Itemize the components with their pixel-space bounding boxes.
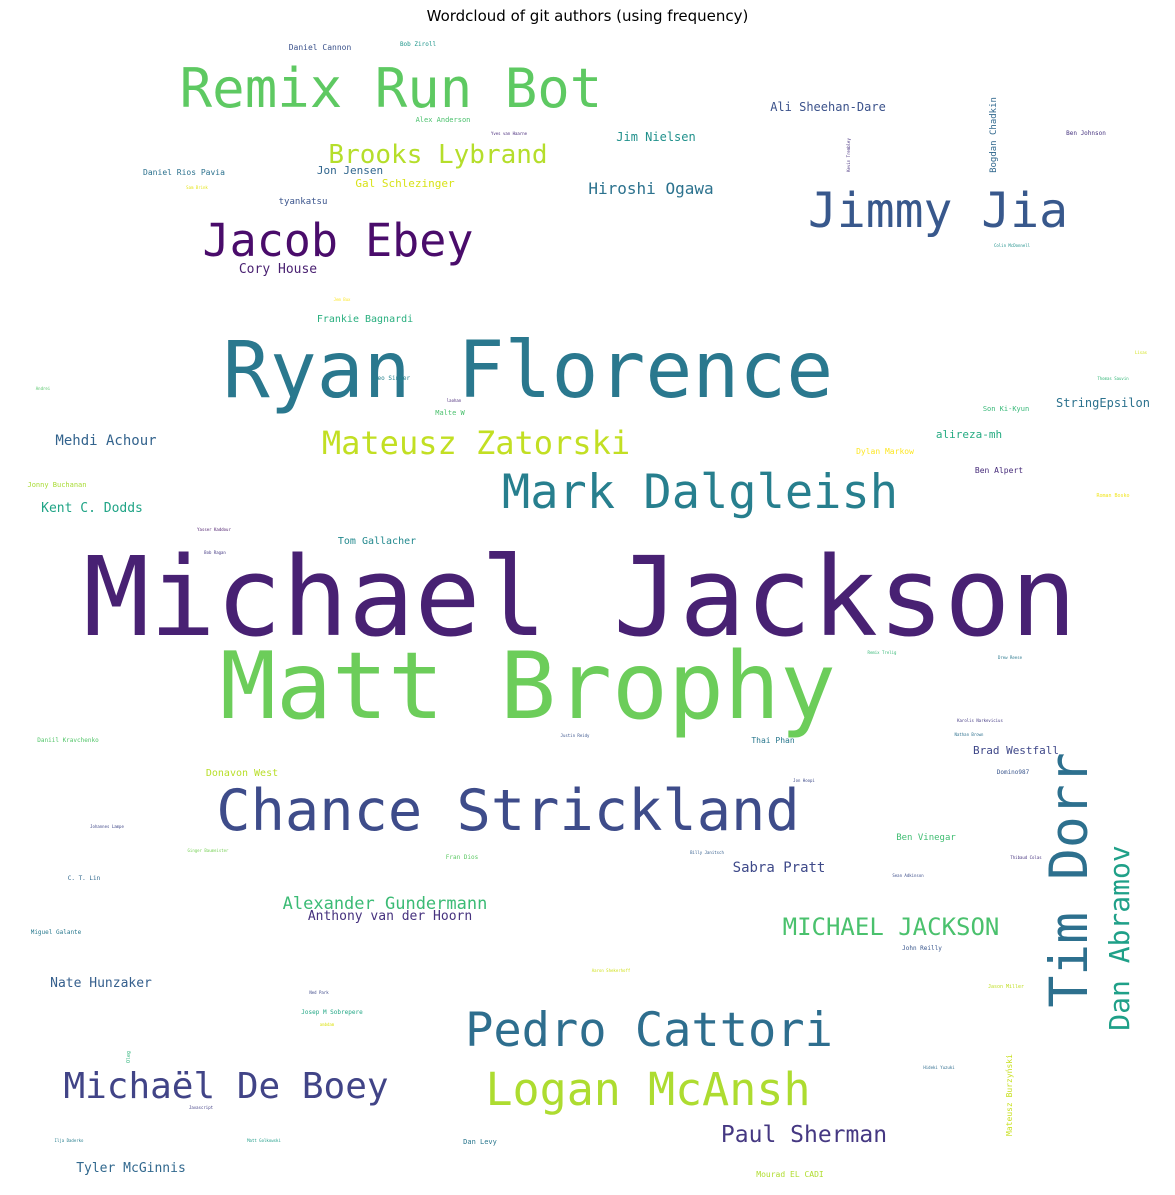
word-alex-anderson: Alex Anderson — [416, 116, 471, 124]
word-jonny-buchanan: Jonny Buchanan — [27, 481, 86, 489]
word-tyler-mcginnis: Tyler McGinnis — [76, 1161, 186, 1176]
word-colin-mcdonnell: Colin McDonnell — [994, 243, 1031, 248]
word-brooks-lybrand: Brooks Lybrand — [328, 140, 547, 170]
word-drew-reese: Drew Reese — [998, 655, 1023, 660]
word-mateusz-zatorski: Mateusz Zatorski — [322, 424, 630, 462]
word-jacob-ebey: Jacob Ebey — [203, 214, 474, 267]
word-bogdan-chadkin: Bogdan Chadkin — [989, 97, 999, 173]
word-remix-trelig: Remix Trelig — [868, 650, 897, 655]
word-thibaud-colas: Thibaud Colas — [1010, 855, 1042, 860]
word-michael-de-boey: Michaël De Boey — [63, 1066, 388, 1107]
word-javascript: Javascript — [189, 1105, 214, 1110]
word-leo-singer: Leo Singer — [374, 375, 411, 382]
word-nate-hunzaker: Nate Hunzaker — [50, 976, 152, 991]
word-frankie-bagnardi: Frankie Bagnardi — [317, 314, 413, 325]
word-ben-alpert: Ben Alpert — [975, 466, 1023, 475]
word-ambdam: ambdam — [320, 1022, 335, 1027]
word-brad-westfall: Brad Westfall — [973, 744, 1059, 757]
word-sabra-pratt: Sabra Pratt — [733, 860, 826, 876]
word-roman-bosko: Roman Bosko — [1096, 493, 1129, 499]
word-ben-vinegar: Ben Vinegar — [896, 833, 956, 843]
word-nathan-brown: Nathan Brown — [955, 732, 984, 737]
word-jimmy-jia: Jimmy Jia — [808, 183, 1068, 239]
word-jon-hoopi: Jon Hoopi — [793, 778, 815, 783]
word-dylan-markow: Dylan Markow — [856, 447, 914, 456]
word-justin-reidy: Justin Reidy — [561, 733, 590, 738]
word-daniil-kravchenko: Daniil Kravchenko — [37, 737, 99, 744]
word-lisas: Lisas — [1135, 350, 1148, 355]
word-chance-strickland: Chance Strickland — [216, 778, 799, 844]
word-malte-w: Malte W — [435, 409, 465, 417]
word-jem-bux: Jem Bux — [334, 297, 351, 302]
word-tim-dorr: Tim Dorr — [1039, 752, 1100, 1007]
word-ilja-daderko: Ilja Daderko — [55, 1138, 84, 1143]
word-ginger-baumeister: Ginger Baumeister — [188, 848, 230, 853]
word-ben-johnson: Ben Johnson — [1066, 130, 1106, 137]
word-cory-house: Cory House — [239, 262, 317, 277]
word-aaron-shekerhoff: Aaron Shekerhoff — [592, 968, 631, 973]
word-jason-miller: Jason Miller — [988, 984, 1024, 990]
word-josep-m-sobrepere: Josep M Sobrepere — [301, 1009, 363, 1016]
word-tom-gallacher: Tom Gallacher — [338, 536, 416, 547]
word-logan-mcansh: Logan McAnsh — [485, 1063, 810, 1116]
word-anthony-van-der-hoorn: Anthony van der Hoorn — [308, 909, 472, 924]
word-ned-park: Ned Park — [309, 990, 329, 995]
word-paul-sherman: Paul Sherman — [721, 1122, 887, 1148]
word-thai-phan: Thai Phan — [751, 736, 795, 745]
word-donavon-west: Donavon West — [206, 768, 278, 779]
word-mehdi-achour: Mehdi Achour — [55, 433, 156, 449]
word-remix-run-bot: Remix Run Bot — [180, 57, 603, 120]
word-oleg: Oleg — [126, 1051, 132, 1063]
word-karolis-narkevicius: Karolis Narkevicius — [957, 718, 1003, 723]
word-matt-golkowski: Matt Golkowski — [247, 1138, 281, 1143]
word-billy-janitsch: Billy Janitsch — [690, 850, 724, 855]
word-tyankatsu: tyankatsu — [279, 197, 328, 207]
word-yasser-kaddour: Yasser Kaddour — [197, 527, 231, 532]
word-kevin-trembley: Kevin Trembley — [846, 138, 851, 172]
word-jon-jensen: Jon Jensen — [317, 164, 383, 177]
word-fran-dios: Fran Dios — [446, 854, 479, 861]
word-jim-nielsen: Jim Nielsen — [616, 130, 695, 144]
word-mateusz-burzynski: Mateusz Burzyński — [1005, 1054, 1014, 1136]
word-laohan: laohan — [447, 398, 462, 403]
word-sean-adkinson: Sean Adkinson — [892, 873, 924, 878]
word-pedro-cattori: Pedro Cattori — [465, 1003, 833, 1058]
word-alireza-mh: alireza-mh — [936, 428, 1002, 441]
word-bob-ragan: Bob Ragan — [204, 550, 226, 555]
word-daniel-rios-pavia: Daniel Rios Pavia — [143, 168, 225, 177]
word-michael-jackson: MICHAEL JACKSON — [783, 913, 1000, 941]
word-thomas-sauvin: Thomas Sauvin — [1097, 376, 1129, 381]
word-matt-brophy: Matt Brophy — [220, 632, 836, 740]
word-john-reilly: John Reilly — [902, 945, 942, 952]
word-mourad-el-cadi: Mourad EL CADI — [756, 1170, 824, 1179]
word-mark-dalgleish: Mark Dalgleish — [502, 465, 898, 520]
word-sam-brink: Sam Brink — [186, 185, 208, 190]
word-miguel-galante: Miguel Galante — [31, 929, 82, 936]
word-hideki-yuzuki: Hideki Yuzuki — [923, 1065, 955, 1070]
word-c-t-lin: C. T. Lin — [68, 875, 101, 882]
chart-title: Wordcloud of git authors (using frequenc… — [426, 7, 749, 25]
word-dan-levy: Dan Levy — [463, 1138, 497, 1146]
word-yves-van-haarne: Yves van Haarne — [491, 131, 528, 136]
word-hiroshi-ogawa: Hiroshi Ogawa — [588, 179, 713, 198]
word-daniel-cannon: Daniel Cannon — [289, 43, 352, 52]
word-stringepsilon: StringEpsilon — [1056, 396, 1150, 410]
word-ryan-florence: Ryan Florence — [223, 326, 833, 416]
word-son-ki-kyun: Son Ki-Kyun — [983, 405, 1029, 413]
word-ali-sheehan-dare: Ali Sheehan-Dare — [770, 100, 886, 114]
word-johannes-lampe: Johannes Lampe — [90, 824, 124, 829]
word-andrei: Andrei — [36, 386, 51, 391]
word-kent-c-dodds: Kent C. Dodds — [41, 501, 143, 516]
word-alexander-gundermann: Alexander Gundermann — [283, 894, 488, 914]
word-gal-schlezinger: Gal Schlezinger — [355, 177, 455, 190]
word-domino987: Domino987 — [997, 769, 1030, 776]
word-michael-jackson: Michael Jackson — [83, 533, 1076, 661]
word-bob-ziroll: Bob Ziroll — [400, 41, 437, 48]
word-dan-abramov: Dan Abramov — [1103, 845, 1136, 1030]
